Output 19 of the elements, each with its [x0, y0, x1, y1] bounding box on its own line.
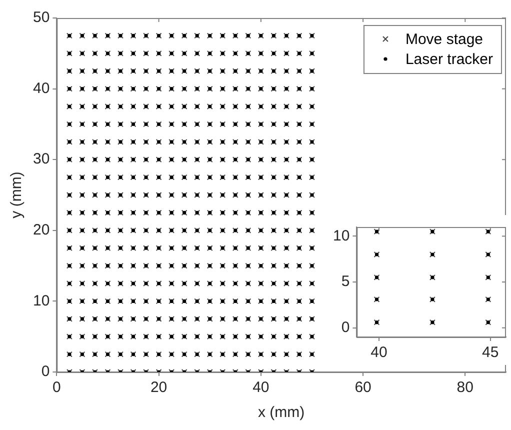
y-tick-label: 0: [341, 318, 350, 336]
x-tick-label: 80: [456, 379, 474, 396]
x-tick-label: 40: [252, 379, 270, 396]
x-tick-label: 20: [150, 379, 168, 396]
y-axis-title: y (mm): [8, 172, 26, 218]
y-tick-label: 5: [341, 273, 350, 290]
y-tick-label: 10: [332, 227, 350, 244]
legend-label: Move stage: [405, 31, 484, 48]
y-tick-label: 20: [32, 222, 50, 239]
x-tick-label: 60: [354, 379, 372, 396]
legend-label: Laser tracker: [405, 51, 494, 68]
y-tick-label: 30: [32, 150, 50, 168]
y-tick-label: 0: [41, 363, 50, 380]
x-axis-title: x (mm): [258, 404, 305, 422]
x-tick-label: 45: [482, 344, 499, 362]
x-tick-label: 0: [52, 379, 61, 396]
y-tick-label: 40: [32, 80, 50, 97]
y-tick-label: 50: [32, 9, 50, 26]
y-tick-label: 10: [32, 292, 50, 310]
